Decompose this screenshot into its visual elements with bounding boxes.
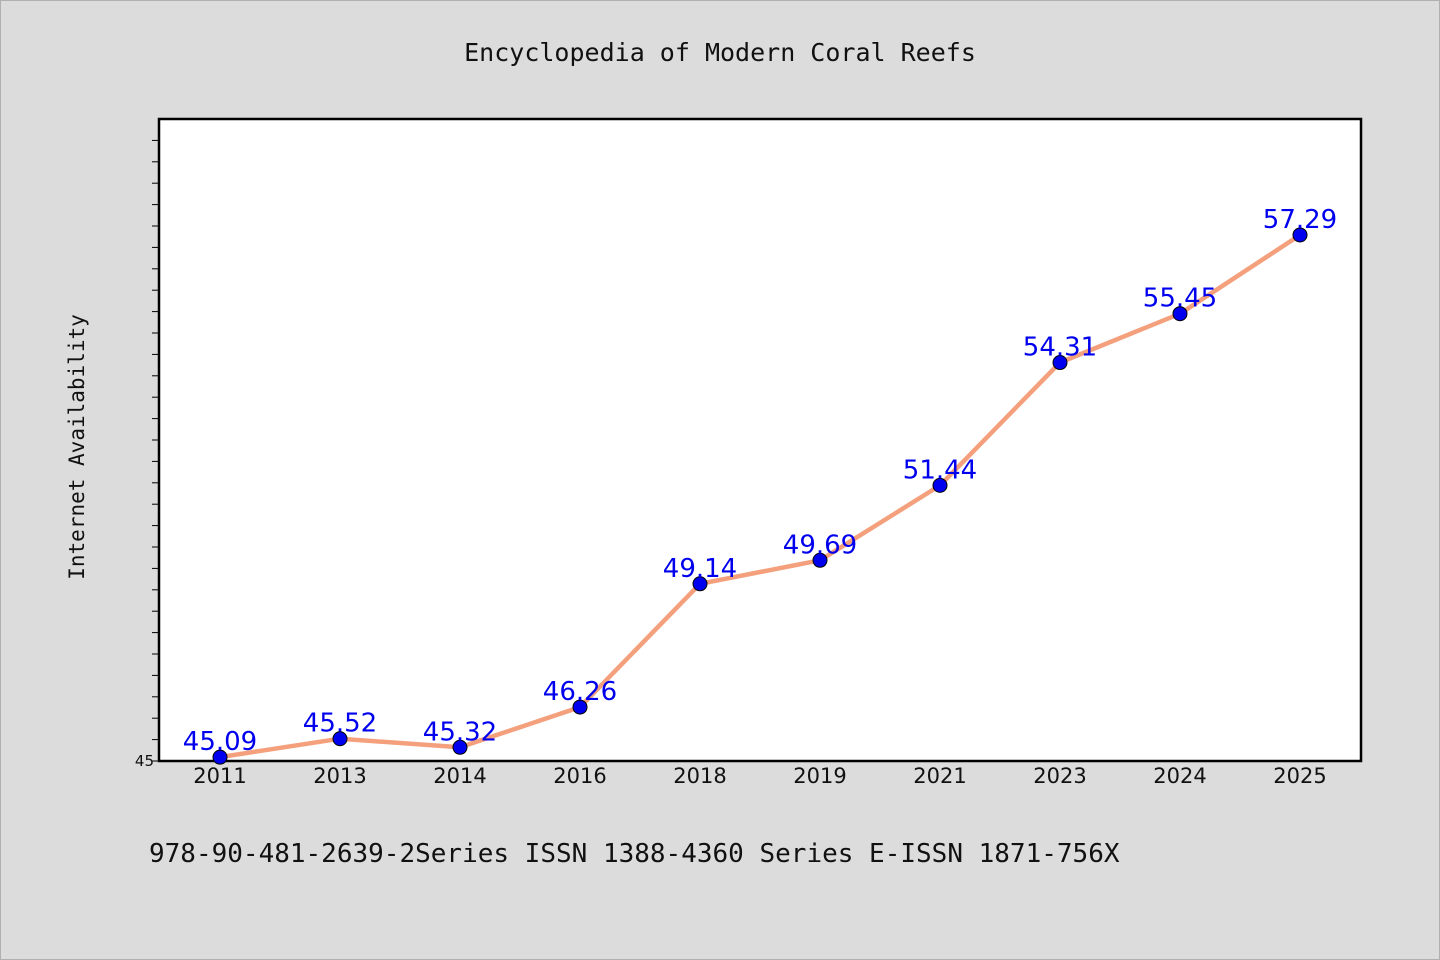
data-label: 49.69 [783, 530, 857, 560]
data-label: 54.31 [1023, 333, 1097, 363]
data-labels: 45.09 45.52 45.32 46.26 49.14 49.69 51.44 54.31… [183, 205, 1337, 757]
data-point [1172, 306, 1188, 322]
data-point [932, 477, 948, 493]
chart-title: Encyclopedia of Modern Coral Reefs [464, 38, 976, 67]
y-axis-label: Internet Availability [65, 314, 89, 580]
data-point [812, 552, 828, 568]
data-point [332, 731, 348, 747]
series-line-group [217, 232, 1303, 760]
data-label: 45.32 [423, 717, 497, 747]
x-tick-label: 2019 [793, 764, 846, 788]
plot-area [157, 117, 1363, 763]
x-tick-label: 2021 [913, 764, 966, 788]
data-label: 55.45 [1143, 284, 1217, 314]
x-axis-tick-labels: 2011 2013 2014 2016 2018 2019 2021 2023 2024 2025 [193, 764, 1326, 788]
y-tick-label: 45 [135, 752, 154, 770]
series-line [217, 232, 1303, 760]
data-point [452, 739, 468, 755]
data-point [692, 576, 708, 592]
y-axis-tick-labels: 45 [135, 752, 154, 770]
data-label: 49.14 [663, 554, 737, 584]
footer-text: 978-90-481-2639-2Series ISSN 1388-4360 S… [149, 839, 1120, 869]
data-label: 45.09 [183, 727, 257, 757]
x-tick-label: 2025 [1273, 764, 1326, 788]
data-point [1052, 355, 1068, 371]
y-axis-ticks [152, 139, 159, 762]
x-tick-label: 2013 [313, 764, 366, 788]
x-tick-label: 2018 [673, 764, 726, 788]
data-points [212, 227, 1308, 765]
x-tick-label: 2014 [433, 764, 486, 788]
data-point [212, 749, 228, 765]
x-tick-label: 2011 [193, 764, 246, 788]
data-point [572, 699, 588, 715]
x-tick-label: 2024 [1153, 764, 1206, 788]
x-tick-label: 2016 [553, 764, 606, 788]
data-label: 45.52 [303, 709, 377, 739]
data-label: 46.26 [543, 677, 617, 707]
data-label: 57.29 [1263, 205, 1337, 235]
x-tick-label: 2023 [1033, 764, 1086, 788]
data-point [1292, 227, 1308, 243]
data-label: 51.44 [903, 455, 977, 485]
